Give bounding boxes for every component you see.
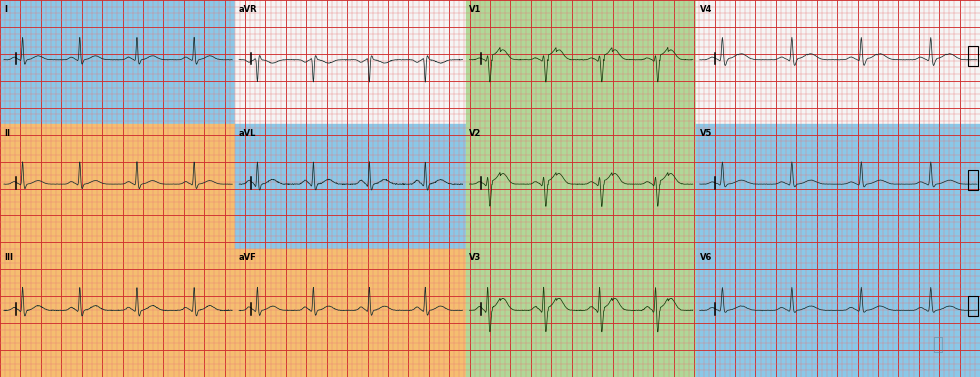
Text: I: I [4, 5, 7, 14]
Text: V1: V1 [469, 5, 482, 14]
Text: II: II [4, 129, 10, 138]
Bar [696, 0, 980, 124]
Bar [235, 124, 466, 249]
Bar [968, 170, 978, 190]
Bar [0, 0, 235, 124]
Bar [696, 124, 980, 249]
Bar [235, 0, 466, 124]
Bar [696, 249, 980, 377]
Bar [466, 124, 696, 249]
Text: aVR: aVR [239, 5, 258, 14]
Text: V3: V3 [469, 253, 481, 262]
Text: III: III [4, 253, 13, 262]
Bar [0, 124, 235, 249]
Text: V2: V2 [469, 129, 482, 138]
Text: V5: V5 [700, 129, 712, 138]
Bar [235, 249, 466, 377]
Text: V4: V4 [700, 5, 712, 14]
Bar [968, 46, 978, 66]
Bar [968, 296, 978, 317]
Text: V6: V6 [700, 253, 712, 262]
Text: 🐂: 🐂 [933, 336, 943, 354]
Bar [0, 249, 235, 377]
Text: aVF: aVF [239, 253, 257, 262]
Bar [466, 249, 696, 377]
Text: aVL: aVL [239, 129, 257, 138]
Bar [466, 0, 696, 124]
